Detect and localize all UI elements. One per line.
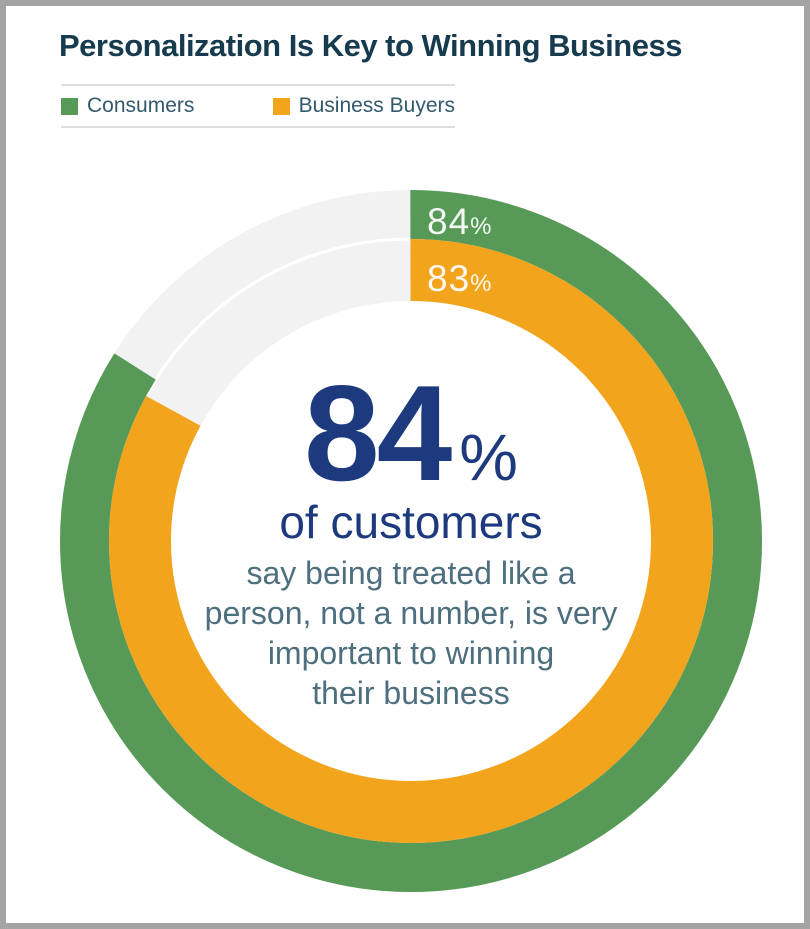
donut-center-text: 84 % of customers say being treated like… <box>161 357 661 713</box>
business-buyers-arc-label: 83% <box>427 260 493 297</box>
description-line: their business <box>312 674 510 711</box>
center-stat-number: 84 <box>304 357 452 509</box>
consumers-swatch-icon <box>61 97 78 115</box>
center-description: say being treated like a person, not a n… <box>161 553 661 713</box>
percent-sign: % <box>470 270 493 297</box>
legend-label-consumers: Consumers <box>87 94 195 117</box>
center-subtitle: of customers <box>279 495 543 548</box>
business-buyers-swatch-icon <box>272 97 290 115</box>
business-buyers-arc <box>109 239 713 843</box>
center-stat-percent-sign: % <box>459 420 518 494</box>
consumers-arc-label: 84% <box>427 203 493 240</box>
consumers-arc <box>60 190 762 892</box>
consumers-arc-value: 84 <box>427 201 471 242</box>
description-line: person, not a number, is very <box>204 594 618 631</box>
legend-item-business-buyers: Business Buyers <box>272 94 455 118</box>
description-line: important to winning <box>267 634 555 671</box>
legend-label-business-buyers: Business Buyers <box>298 94 455 117</box>
page-title: Personalization Is Key to Winning Busine… <box>59 28 682 63</box>
legend-item-consumers: Consumers <box>61 94 273 118</box>
center-stat: 84 % <box>161 357 661 509</box>
donut-chart <box>60 190 762 892</box>
percent-sign: % <box>470 213 493 240</box>
description-line: say being treated like a <box>246 554 576 591</box>
chart-legend: Consumers Business Buyers <box>61 84 455 128</box>
business-buyers-arc-value: 83 <box>427 258 471 299</box>
